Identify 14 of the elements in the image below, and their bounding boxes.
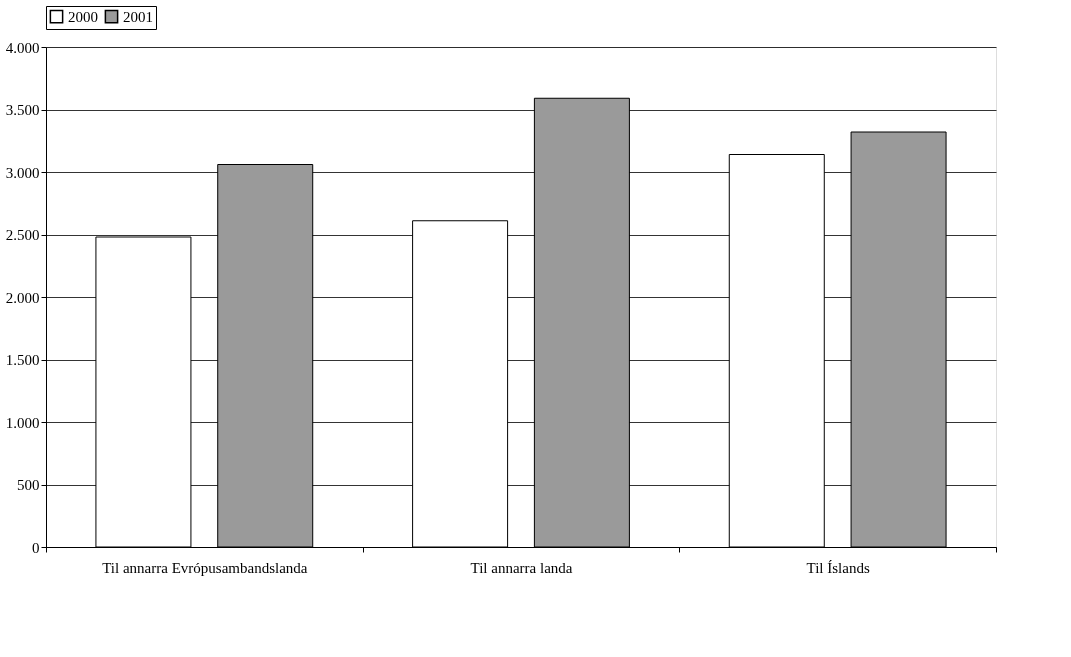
y-tick-label: 500: [17, 477, 40, 493]
y-tick-label: 1.500: [5, 352, 40, 368]
x-tick-label: Til Íslands: [806, 559, 870, 576]
y-tick-label: 0: [32, 539, 40, 556]
legend-label: 2001: [123, 8, 153, 25]
x-tick-label: Til annarra Evrópusambandslanda: [102, 559, 308, 576]
y-tick-label: 3.000: [5, 164, 40, 181]
y-tick-label: 2.000: [5, 289, 40, 306]
y-tick-label: 2.500: [5, 227, 40, 243]
y-tick-label: 1.000: [5, 414, 40, 431]
legend-label: 2000: [68, 8, 98, 25]
y-tick-label: 4.000: [5, 39, 40, 56]
y-tick-label: 3.500: [5, 102, 40, 118]
x-tick-label: Til annarra landa: [470, 559, 573, 576]
